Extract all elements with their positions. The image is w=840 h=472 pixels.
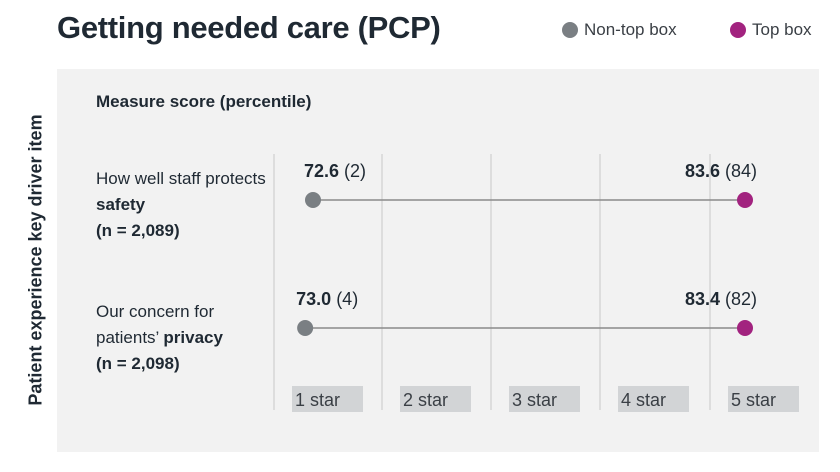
row-label-safety: How well staff protects safety (n = 2,08… xyxy=(96,166,276,244)
top-box-point xyxy=(737,320,753,336)
legend-item-top-box: Top box xyxy=(730,20,812,40)
non-top-box-point xyxy=(297,320,314,336)
non-top-box-point xyxy=(305,192,321,208)
x-tick-label: 4 star xyxy=(621,390,666,410)
row-label-bold: privacy xyxy=(163,328,223,347)
top-box-data-label: 83.4 (82) xyxy=(685,289,757,309)
legend-top-box-marker xyxy=(730,22,746,38)
non-top-box-data-label: 73.0 (4) xyxy=(296,289,358,309)
row-label-text: Our concern for patients’ xyxy=(96,302,215,347)
legend-top-box-label: Top box xyxy=(752,20,812,39)
x-tick-box xyxy=(618,386,689,412)
row-label-text: How well staff protects xyxy=(96,169,266,188)
x-tick-box xyxy=(509,386,580,412)
chart-title: Getting needed care (PCP) xyxy=(57,10,441,45)
legend-non-top-box-marker xyxy=(562,22,578,38)
row-label-bold: safety xyxy=(96,195,146,214)
panel-title: Measure score (percentile) xyxy=(96,92,312,111)
top-box-data-label: 83.6 (84) xyxy=(685,161,757,181)
x-tick-label: 1 star xyxy=(295,390,340,410)
legend-non-top-box-label: Non-top box xyxy=(584,20,677,39)
x-tick-label: 3 star xyxy=(512,390,557,410)
row-label-privacy: Our concern for patients’ privacy (n = 2… xyxy=(96,299,276,377)
row-label-n: (n = 2,098) xyxy=(96,354,180,373)
legend-item-non-top-box: Non-top box xyxy=(562,20,677,40)
row-label-n: (n = 2,089) xyxy=(96,221,180,240)
x-tick-label: 2 star xyxy=(403,390,448,410)
x-tick-box xyxy=(292,386,363,412)
x-tick-label: 5 star xyxy=(731,390,776,410)
non-top-box-data-label: 72.6 (2) xyxy=(304,161,366,181)
x-tick-box xyxy=(400,386,471,412)
x-tick-box xyxy=(728,386,799,412)
top-box-point xyxy=(737,192,753,208)
